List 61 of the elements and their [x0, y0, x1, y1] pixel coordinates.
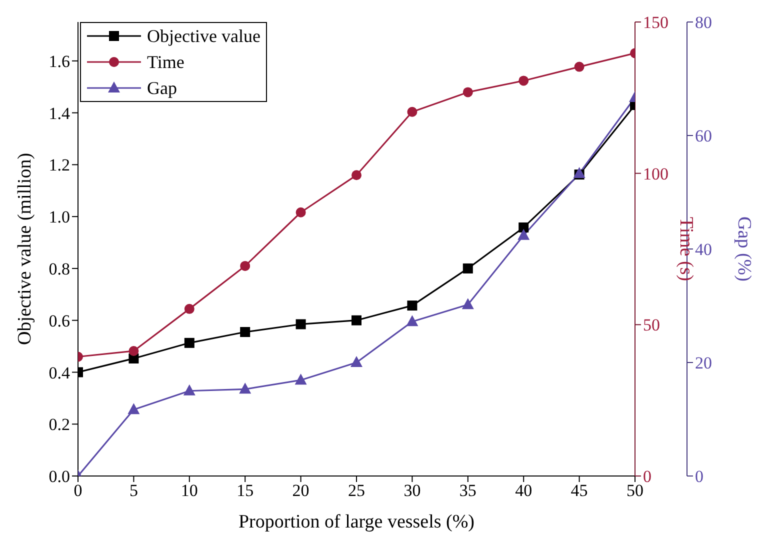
legend-label: Gap [147, 78, 177, 98]
point [573, 167, 586, 178]
y-tick-label: 1.2 [48, 156, 70, 175]
point [518, 76, 529, 86]
point [406, 315, 418, 326]
point [462, 87, 473, 98]
point [407, 300, 418, 311]
point [352, 315, 362, 326]
point [184, 304, 194, 314]
point [240, 327, 250, 338]
x-tick-label: 50 [626, 481, 644, 500]
y-tick-label: 1.4 [48, 104, 70, 123]
legend-label: Time [147, 52, 184, 72]
x-tick-label: 15 [236, 481, 254, 500]
point [128, 403, 140, 414]
y2-tick-label: 150 [643, 13, 668, 32]
point [239, 382, 252, 394]
point [183, 384, 196, 396]
point [128, 346, 139, 356]
point [350, 356, 362, 367]
y3-tick-label: 20 [695, 354, 712, 373]
point [352, 170, 362, 180]
y-tick-label: 0.4 [48, 363, 70, 382]
y-tick-label: 1.0 [48, 208, 70, 227]
point [240, 260, 250, 271]
y-axis-title: Objective value (million) [14, 152, 36, 346]
y2-tick-label: 0 [643, 467, 652, 486]
x-tick-label: 30 [404, 481, 421, 500]
x-tick-label: 40 [515, 481, 532, 500]
y-tick-label: 0.2 [48, 415, 70, 434]
y2-tick-label: 100 [643, 164, 668, 184]
y-tick-label: 0.8 [48, 259, 70, 278]
y-tick-label: 0.6 [48, 311, 70, 330]
x-tick-label: 0 [74, 481, 82, 500]
point [462, 298, 474, 310]
point [518, 222, 529, 232]
y3-tick-label: 80 [695, 13, 712, 32]
point [296, 319, 306, 330]
y2-axis-title: Time (s) [675, 216, 696, 282]
point [518, 228, 530, 240]
x-tick-label: 5 [129, 481, 138, 500]
y-tick-label: 0.0 [48, 467, 70, 486]
point [296, 207, 306, 218]
x-tick-label: 25 [348, 481, 365, 500]
x-tick-label: 10 [180, 481, 198, 500]
legend-label: Objective value [147, 26, 260, 46]
y2-tick-label: 50 [643, 316, 660, 335]
y3-tick-label: 40 [695, 240, 712, 260]
x-tick-label: 20 [292, 481, 310, 500]
point [407, 106, 418, 117]
x-tick-label: 45 [570, 481, 588, 500]
x-tick-label: 35 [459, 481, 476, 500]
y3-tick-label: 0 [695, 467, 704, 486]
y3-axis-title: Gap (%) [733, 216, 754, 282]
y-tick-label: 1.6 [48, 52, 70, 71]
x-axis-title: Proportion of large vessels (%) [238, 511, 475, 532]
point [574, 62, 584, 72]
y3-tick-label: 60 [695, 126, 712, 146]
point [294, 374, 307, 385]
point [462, 263, 473, 274]
point [184, 338, 194, 348]
